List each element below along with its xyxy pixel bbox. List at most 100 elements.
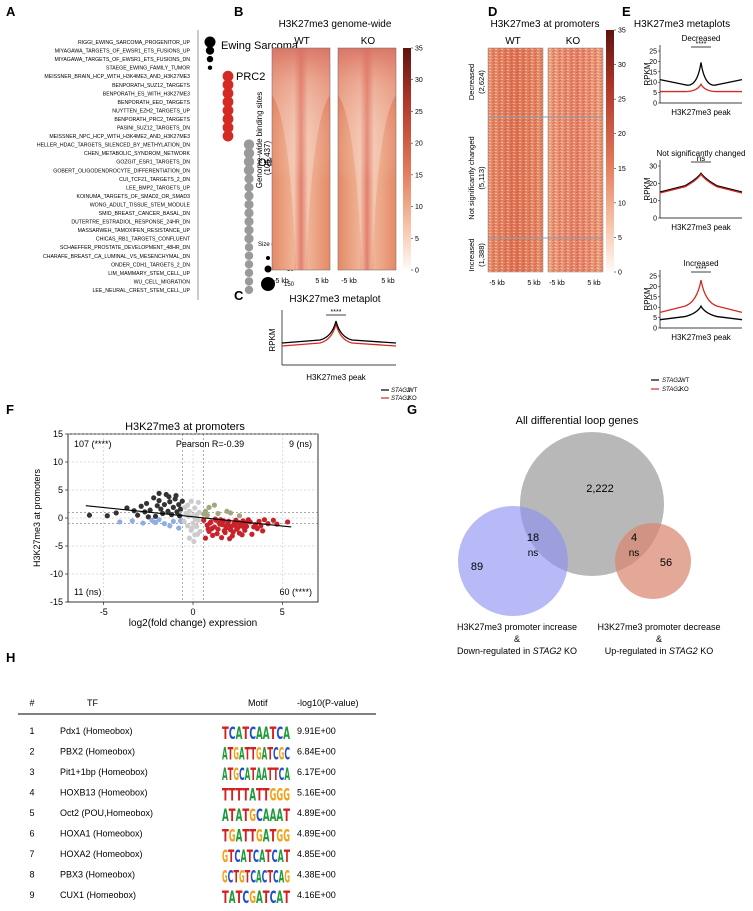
table-cell-rank: 1: [29, 726, 34, 736]
panel-f-ytick: -10: [50, 569, 63, 579]
panel-d-colorbar: [606, 30, 614, 272]
panel-f-ytick: -5: [55, 541, 63, 551]
venn-count-increase-only: 89: [471, 561, 483, 573]
motif-letter: A: [249, 786, 256, 806]
motif-letter: C: [284, 745, 290, 765]
venn-caption-decrease-2: &: [656, 634, 662, 644]
panel-d-count-decreased: (2,624): [477, 70, 486, 94]
term-label: MIYAGAWA_TARGETS_OF_EWSR1_ETS_FUSIONS_UP: [55, 49, 191, 55]
scatter-point: [170, 504, 176, 510]
metaplot-xlabel: H3K27me3 peak: [671, 108, 732, 117]
scatter-point: [161, 501, 168, 508]
table-header-motif: Motif: [248, 698, 268, 708]
panel-f-ytick: 0: [58, 513, 63, 523]
scatter-point: [158, 506, 164, 512]
term-label: MEISSNER_NPC_HCP_WITH_H3K4ME2_AND_H3K27M…: [49, 134, 190, 140]
motif-letter: G: [256, 827, 263, 847]
venn-caption-increase-2: &: [514, 634, 520, 644]
scatter-point: [166, 494, 172, 500]
metaplot-wt-line: [659, 304, 743, 321]
motif-letter: T: [245, 868, 251, 888]
scatter-point: [215, 526, 221, 532]
term-dot: [222, 79, 234, 91]
motif-letter: C: [245, 909, 251, 911]
panel-d-colorbar-ticks: 35 30 25 20 15 10 5 0: [614, 28, 626, 277]
term-dot: [244, 225, 254, 235]
motif-letter: C: [228, 868, 234, 888]
motif-letter: G: [249, 806, 256, 826]
motif-letter: C: [234, 847, 240, 867]
term-label: STAEGE_EWING_FAMILY_TUMOR: [106, 66, 190, 72]
motif-letter: T: [245, 745, 251, 765]
term-dot: [244, 199, 254, 210]
motif-letter: A: [256, 868, 262, 888]
scatter-point: [243, 520, 249, 526]
table-cell-tf: HOXA2 (Homeobox): [60, 849, 143, 859]
term-label: BENPORATH_ES_WITH_H3K27ME3: [103, 91, 190, 97]
panel-f-xlabel: log2(fold change) expression: [129, 618, 257, 629]
metaplot-ytick: 5: [653, 315, 657, 322]
motif-letter: C: [229, 724, 236, 744]
scatter-point: [113, 510, 119, 516]
motif-letter: T: [236, 786, 243, 806]
panel-f-ytick: 15: [53, 429, 63, 439]
scatter-point: [265, 521, 271, 527]
metaplot-sig: ****: [696, 41, 707, 48]
motif-letter: G: [283, 827, 290, 847]
term-label: SCHAEFFER_PROSTATE_DEVELOPMENT_48HR_DN: [60, 245, 190, 251]
metaplot-ko-line: [659, 173, 743, 194]
motif-letter: T: [283, 888, 290, 908]
panel-e-legend-gene-wt: STAG2: [662, 378, 682, 384]
colorbar-tick-label: 35: [415, 46, 423, 53]
motif-letter: A: [283, 724, 290, 744]
motif-letter: T: [250, 765, 256, 785]
panel-b-wt-xright: 5 kb: [315, 278, 328, 285]
table-rows: 1 Pdx1 (Homeobox) 9.91E+00T C A T C A A T C A2 PBX2 …: [27, 724, 336, 911]
scatter-point: [140, 520, 146, 526]
metaplot-ylabel: RPKM: [643, 62, 652, 85]
motif-letter: T: [263, 888, 270, 908]
motif-letter: A: [263, 806, 270, 826]
panel-f-count-top-right: 9 (ns): [289, 439, 312, 449]
scatter-point: [190, 520, 196, 526]
panel-d-ko-xright: 5 kb: [587, 280, 600, 287]
panel-c-legend-gene-wt: STAG2: [391, 388, 411, 394]
venn-h3k27me3-increase: [458, 506, 568, 616]
metaplot-ytick: 15: [649, 69, 657, 76]
motif-letter: A: [222, 745, 228, 765]
metaplot-ytick: 0: [653, 326, 657, 333]
table-cell-rank: 7: [29, 849, 34, 859]
scatter-point: [239, 532, 245, 538]
scatter-point: [167, 523, 173, 529]
colorbar-tick-label: 0: [415, 268, 419, 275]
term-dot: [222, 105, 234, 116]
colorbar-tick-label: 10: [415, 204, 423, 211]
motif-letter: T: [267, 745, 273, 765]
motif-letter: T: [267, 909, 273, 911]
metaplot-ytick: 5: [653, 90, 657, 97]
scatter-point: [256, 518, 262, 524]
scatter-point: [270, 517, 276, 523]
panel-a-term-labels: RIGGI_EWING_SARCOMA_PROGENITOR_UP MIYAGAW…: [37, 40, 191, 294]
term-label: DUTERTRE_ESTRADIOL_RESPONSE_24HR_DN: [71, 220, 190, 226]
term-dot: [222, 130, 234, 142]
table-cell-tf: HOXA1 (Homeobox): [60, 829, 143, 839]
motif-letter: A: [250, 909, 256, 911]
scatter-point: [285, 519, 291, 525]
metaplot-group-label: Not significantly changed: [657, 149, 746, 158]
colorbar-tick-label: 25: [618, 97, 626, 104]
metaplot-ytick: 10: [649, 80, 657, 87]
metaplot-xlabel: H3K27me3 peak: [671, 333, 732, 342]
metaplot-ylabel: RPKM: [643, 287, 652, 310]
motif-letter: A: [278, 847, 285, 867]
term-label: CHARAFE_BREAST_CA_LUMINAL_VS_MESENCHYMAL…: [43, 254, 190, 260]
panel-c-ko-line: [281, 323, 397, 347]
metaplot-ylabel: RPKM: [643, 177, 652, 200]
motif-letter: T: [222, 827, 229, 847]
metaplot-ytick: 20: [649, 181, 657, 188]
table-cell-pvalue: 4.16E+00: [297, 890, 336, 900]
motif-letter: A: [263, 724, 270, 744]
motif-letter: G: [229, 827, 236, 847]
scatter-point: [219, 522, 226, 528]
